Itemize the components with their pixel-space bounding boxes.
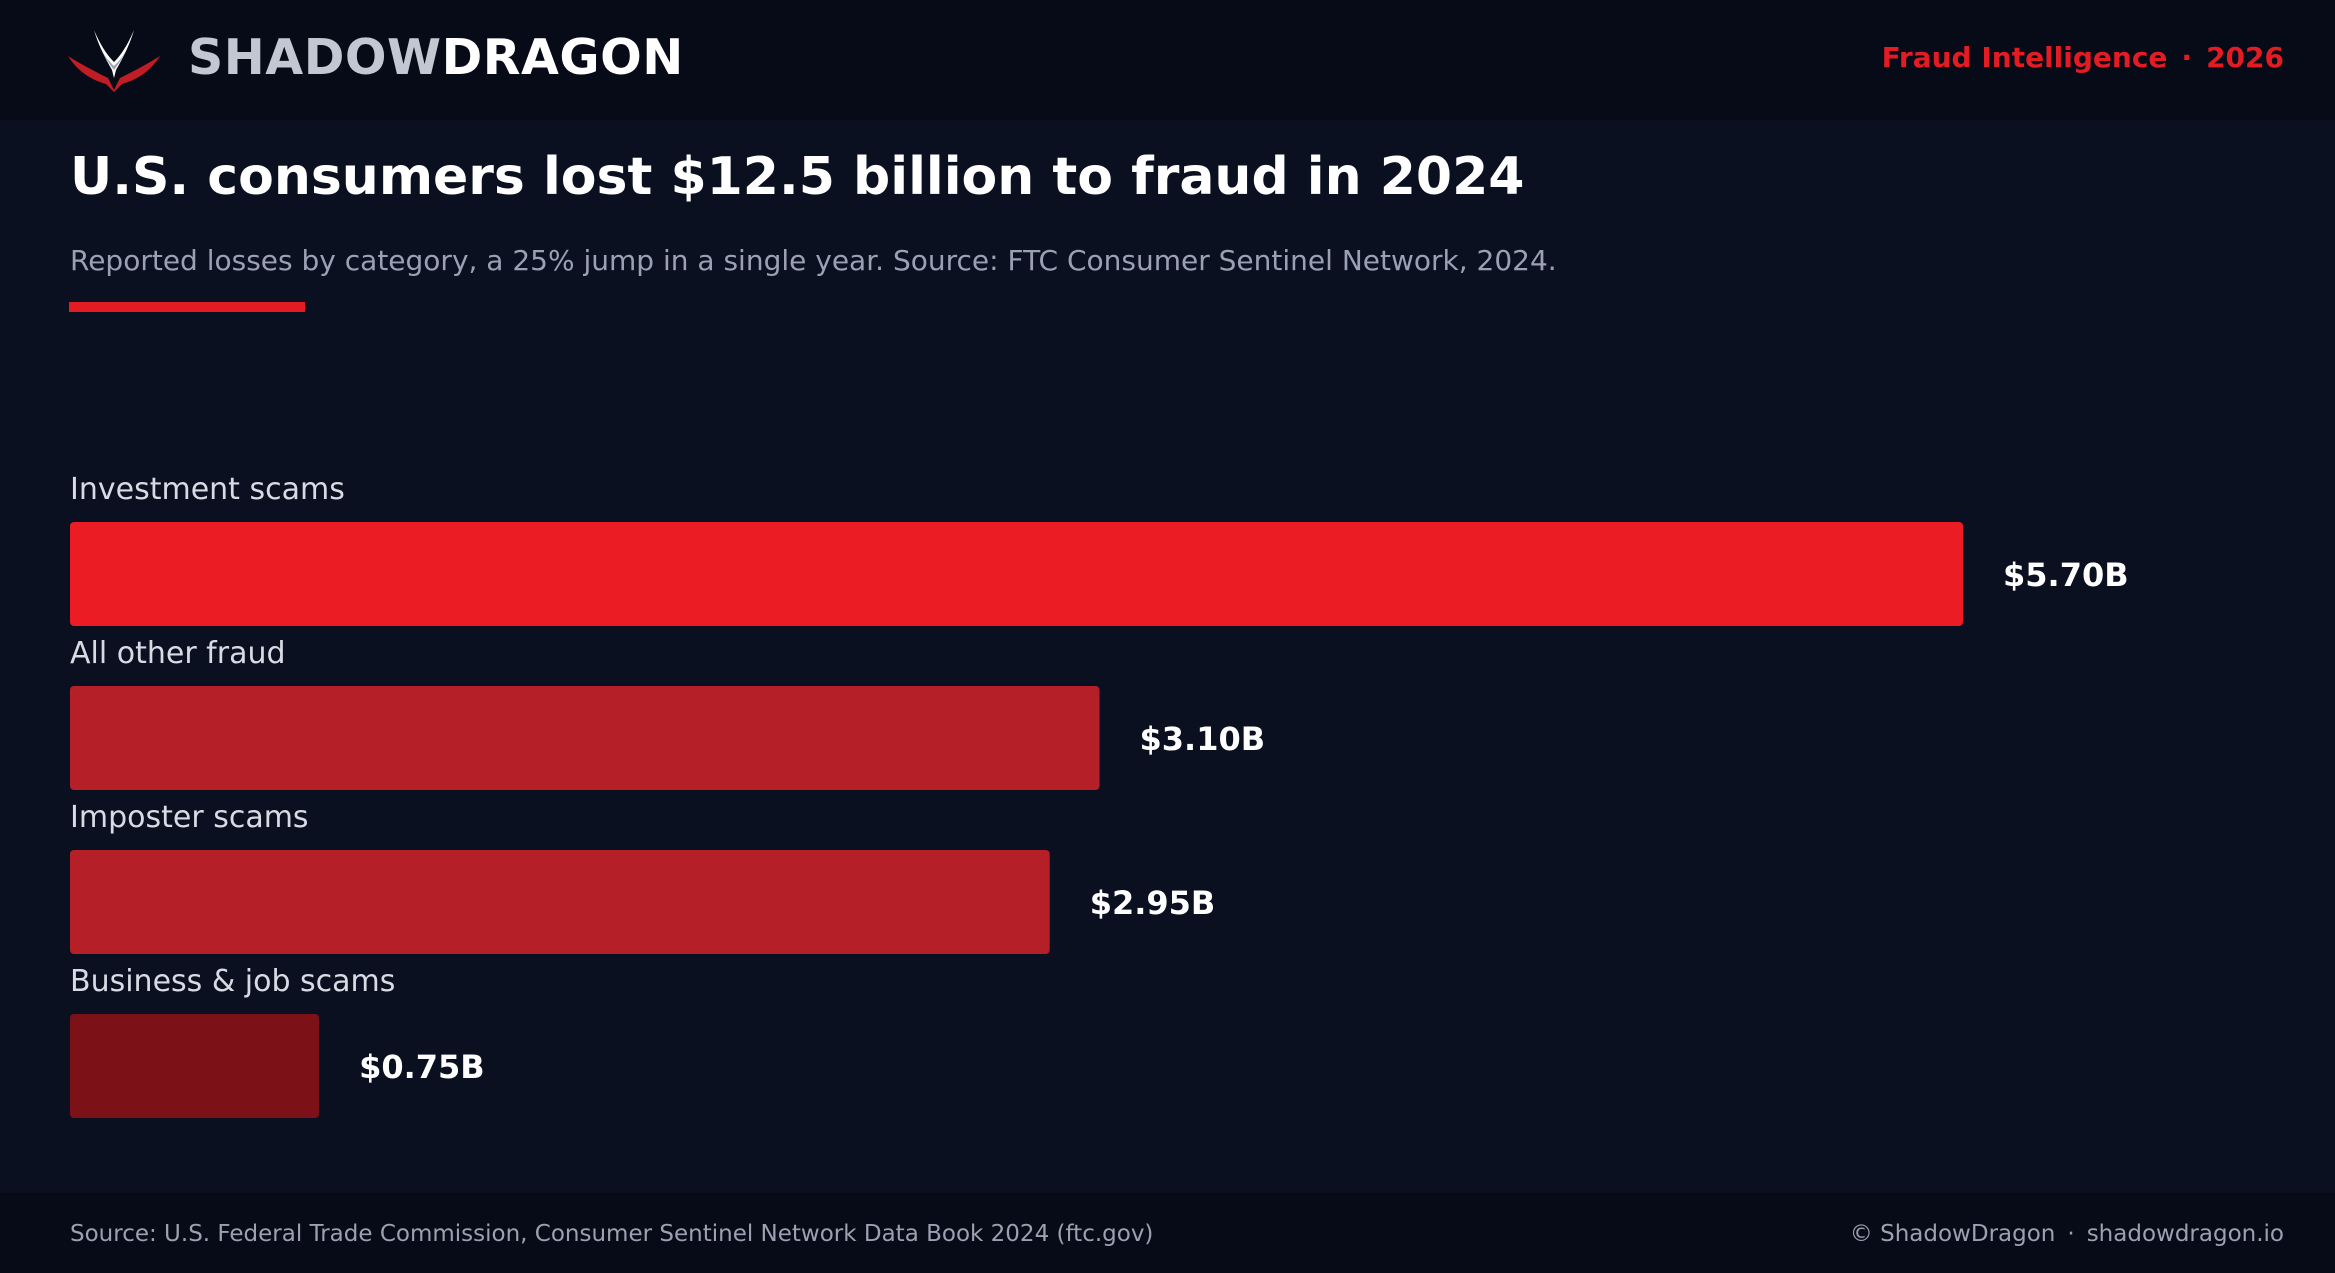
bar-category-label-business-job-scams: Business & job scams <box>70 964 395 999</box>
brand-wordmark-light: SHADOW <box>188 29 442 86</box>
dragon-logo-icon <box>68 30 160 92</box>
bar-category-label-imposter-scams: Imposter scams <box>70 800 309 835</box>
bar-value-label-business-job-scams: $0.75B <box>359 1048 485 1086</box>
footer-credits: © ShadowDragon · shadowdragon.io <box>1850 1219 2284 1249</box>
report-tagline: Fraud Intelligence · 2026 <box>1882 40 2284 76</box>
page-subtitle: Reported losses by category, a 25% jump … <box>70 244 1557 277</box>
tagline-year: 2026 <box>2206 41 2284 74</box>
bar-category-label-all-other-fraud: All other fraud <box>70 636 286 671</box>
accent-divider <box>69 302 305 312</box>
brand-wordmark: SHADOWDRAGON <box>188 28 684 88</box>
footer-source-note: Source: U.S. Federal Trade Commission, C… <box>70 1221 1154 1247</box>
bar-value-label-imposter-scams: $2.95B <box>1090 884 1216 922</box>
bar-value-label-investment-scams: $5.70B <box>2003 556 2129 594</box>
footer-separator: · <box>2067 1221 2075 1247</box>
page-title: U.S. consumers lost $12.5 billion to fra… <box>70 147 1525 207</box>
bar-imposter-scams <box>70 850 1050 954</box>
footer-copyright: © ShadowDragon <box>1849 1221 2056 1247</box>
footer-bar <box>0 1193 2335 1273</box>
bar-all-other-fraud <box>70 686 1100 790</box>
header-bar <box>0 0 2335 120</box>
tagline-separator: · <box>2181 41 2193 74</box>
brand-wordmark-bold: DRAGON <box>441 29 684 86</box>
tagline-topic: Fraud Intelligence <box>1881 41 2168 74</box>
bar-business-job-scams <box>70 1014 320 1118</box>
bar-category-label-investment-scams: Investment scams <box>70 472 345 507</box>
footer-site: shadowdragon.io <box>2086 1221 2284 1247</box>
bar-investment-scams <box>70 522 1963 626</box>
bar-value-label-all-other-fraud: $3.10B <box>1140 720 1266 758</box>
fraud-loss-bar-chart: Investment scams $5.70B All other fraud $3.… <box>70 472 2129 1118</box>
